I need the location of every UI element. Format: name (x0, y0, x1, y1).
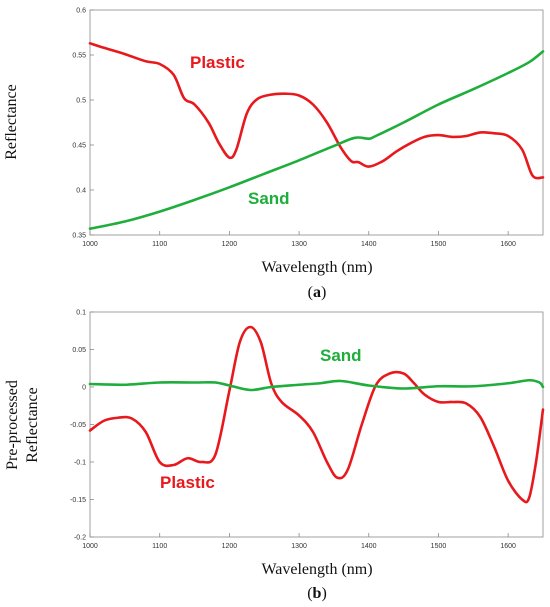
y-tick-label: -0.05 (70, 422, 86, 429)
plot-frame-b (89, 311, 544, 538)
plot-frame-a (89, 9, 544, 236)
x-tick-label: 1300 (291, 543, 307, 550)
series-label-sand-b: Sand (320, 346, 362, 365)
y-tick-label: -0.15 (70, 497, 86, 504)
series-line-plastic (88, 42, 545, 180)
y-tick-label: -0.2 (74, 535, 86, 542)
x-ticks-a: 1000 1100 1200 1300 1400 1500 1600 (82, 231, 516, 248)
y-tick-label: 0.1 (76, 310, 86, 317)
y-ticks-b: -0.2 -0.15 -0.1 -0.05 0 0.05 0.1 (70, 310, 94, 542)
series-line-sand (88, 378, 545, 392)
series-line-plastic (88, 325, 545, 504)
panel-label-b: (b) (307, 585, 327, 602)
series-label-sand-a: Sand (248, 189, 290, 208)
x-axis-label-a: Wavelength (nm) (261, 259, 372, 276)
y-ticks-a: 0.35 0.4 0.45 0.5 0.55 0.6 (72, 8, 94, 240)
x-tick-label: 1500 (431, 543, 447, 550)
x-axis-label-b: Wavelength (nm) (261, 561, 372, 578)
x-tick-label: 1000 (82, 543, 98, 550)
y-axis-label-b-line1: Pre-processed (4, 380, 21, 470)
series-lines-b (88, 325, 545, 504)
series-line-sand (88, 50, 545, 230)
panel-letter-a: a (313, 284, 321, 301)
y-tick-label: 0.05 (72, 347, 86, 354)
y-tick-label: 0.6 (76, 8, 86, 15)
y-tick-label: 0.55 (72, 53, 86, 60)
y-axis-label-a: Reflectance (3, 84, 20, 160)
x-tick-label: 1400 (361, 241, 377, 248)
x-tick-label: 1000 (82, 241, 98, 248)
x-tick-label: 1200 (222, 543, 238, 550)
series-lines-a (88, 42, 545, 230)
x-ticks-b: 1000 1100 1200 1300 1400 1500 1600 (82, 533, 516, 550)
y-tick-label: 0 (82, 385, 86, 392)
y-tick-label: -0.1 (74, 460, 86, 467)
panel-letter-b: b (313, 585, 322, 602)
x-tick-label: 1600 (500, 241, 516, 248)
x-tick-label: 1600 (500, 543, 516, 550)
series-label-plastic-b: Plastic (160, 473, 215, 492)
y-tick-label: 0.45 (72, 143, 86, 150)
x-tick-label: 1100 (152, 543, 167, 550)
x-tick-label: 1200 (222, 241, 238, 248)
panel-label-a: (a) (308, 284, 327, 301)
panel-a: 0.35 0.4 0.45 0.5 0.55 0.6 1000 1100 1200 1300 14… (3, 8, 545, 301)
y-tick-label: 0.5 (76, 98, 86, 105)
x-tick-label: 1400 (361, 543, 377, 550)
x-tick-label: 1500 (431, 241, 447, 248)
y-tick-label: 0.4 (76, 188, 86, 195)
y-axis-label-b-line2: Reflectance (24, 387, 41, 463)
x-tick-label: 1300 (291, 241, 307, 248)
x-tick-label: 1100 (152, 241, 167, 248)
series-label-plastic-a: Plastic (190, 53, 245, 72)
y-tick-label: 0.35 (72, 233, 86, 240)
